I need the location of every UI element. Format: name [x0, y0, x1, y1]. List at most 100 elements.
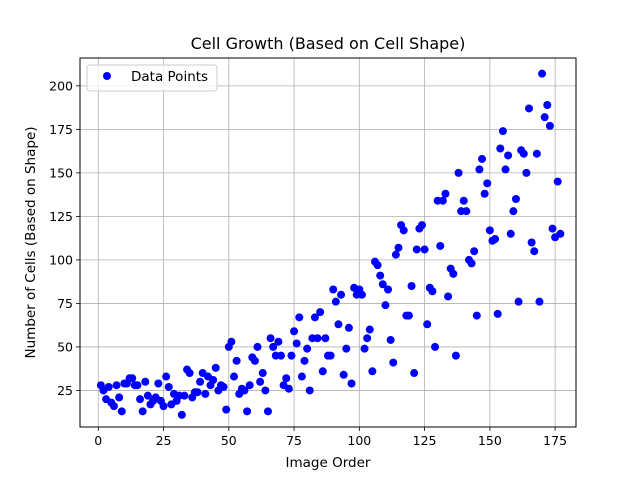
data-point: [339, 370, 348, 379]
data-point: [530, 247, 539, 256]
data-point: [104, 382, 113, 391]
y-tick-label: 125: [49, 209, 73, 224]
data-point: [303, 344, 312, 353]
data-point: [391, 250, 400, 259]
axis-ticks: 0 25 50 75 100 125 150 175 25 50 75 100 125 150 175 200: [49, 78, 567, 448]
data-point: [535, 297, 544, 306]
data-point: [321, 334, 330, 343]
data-point: [277, 351, 286, 360]
data-point: [363, 334, 372, 343]
data-point: [209, 376, 218, 385]
data-point: [543, 100, 552, 109]
data-point: [329, 285, 338, 294]
data-point: [493, 309, 502, 318]
data-point: [527, 238, 536, 247]
data-point: [300, 356, 309, 365]
data-point: [305, 386, 314, 395]
data-point: [138, 407, 147, 416]
data-point: [404, 311, 413, 320]
data-point: [141, 377, 150, 386]
legend: Data Points: [86, 64, 218, 92]
data-point: [368, 367, 377, 376]
data-point: [399, 226, 408, 235]
data-point: [243, 407, 252, 416]
data-point: [451, 351, 460, 360]
data-point: [310, 313, 319, 322]
data-point: [337, 290, 346, 299]
data-point: [365, 325, 374, 334]
data-point: [211, 363, 220, 372]
data-point: [201, 389, 210, 398]
data-point: [553, 177, 562, 186]
data-point: [506, 229, 515, 238]
data-point: [164, 382, 173, 391]
data-point: [496, 144, 505, 153]
data-point: [227, 337, 236, 346]
y-axis-label: Number of Cells (Based on Shape): [23, 126, 39, 358]
y-tick-label: 200: [49, 78, 73, 93]
data-point: [180, 391, 189, 400]
data-point: [467, 259, 476, 268]
data-point: [498, 127, 507, 136]
data-point: [386, 335, 395, 344]
data-point: [548, 224, 557, 233]
y-tick-label: 25: [57, 383, 73, 398]
data-point: [483, 179, 492, 188]
grid-lines: [80, 58, 576, 427]
data-point: [334, 320, 343, 329]
data-point: [250, 356, 259, 365]
data-point: [292, 339, 301, 348]
data-point: [491, 235, 500, 244]
data-point: [438, 196, 447, 205]
x-tick-label: 150: [478, 433, 502, 448]
x-tick-label: 100: [347, 433, 371, 448]
data-point: [177, 410, 186, 419]
data-point: [525, 104, 534, 113]
data-point: [417, 221, 426, 230]
data-point: [269, 342, 278, 351]
data-point: [511, 194, 520, 203]
data-point: [519, 149, 528, 158]
data-point: [360, 344, 369, 353]
data-point: [109, 402, 118, 411]
x-tick-label: 175: [543, 433, 567, 448]
data-point: [154, 379, 163, 388]
data-point: [459, 196, 468, 205]
data-point: [444, 292, 453, 301]
x-tick-label: 0: [94, 433, 102, 448]
data-point: [253, 342, 262, 351]
data-point: [441, 189, 450, 198]
data-point: [376, 271, 385, 280]
data-point: [394, 243, 403, 252]
x-tick-label: 50: [221, 433, 237, 448]
data-point: [373, 261, 382, 270]
data-point: [316, 308, 325, 317]
data-point: [501, 165, 510, 174]
chart-title: Cell Growth (Based on Cell Shape): [191, 34, 466, 53]
data-point: [449, 269, 458, 278]
data-point: [318, 367, 327, 376]
data-point: [431, 342, 440, 351]
data-point: [410, 369, 419, 378]
data-point: [261, 386, 270, 395]
data-point: [347, 379, 356, 388]
data-point: [540, 113, 549, 122]
data-point: [454, 168, 463, 177]
data-point: [245, 381, 254, 390]
data-point: [423, 320, 432, 329]
data-point: [162, 372, 171, 381]
data-point: [258, 369, 267, 378]
x-axis-label: Image Order: [286, 455, 371, 471]
data-point: [232, 356, 241, 365]
data-point: [480, 189, 489, 198]
data-point: [478, 154, 487, 163]
data-point: [470, 247, 479, 256]
data-point: [263, 407, 272, 416]
data-point: [230, 372, 239, 381]
legend-box: [86, 64, 218, 92]
data-points: [96, 69, 565, 419]
data-point: [509, 207, 518, 216]
data-point: [556, 229, 565, 238]
data-point: [475, 165, 484, 174]
